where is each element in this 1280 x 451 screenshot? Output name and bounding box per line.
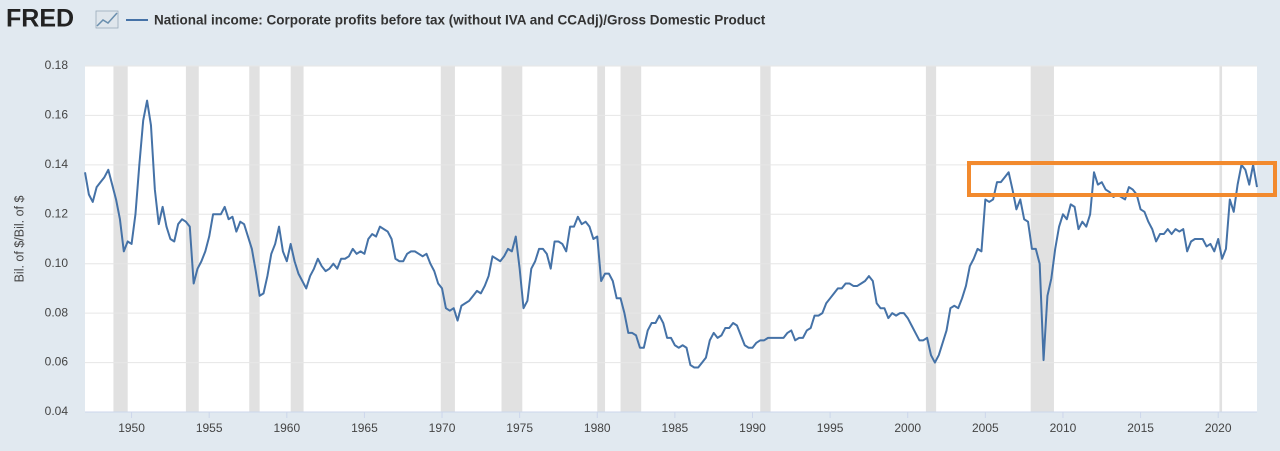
plot-area (85, 66, 1257, 412)
x-tick-label: 2005 (972, 421, 999, 435)
x-tick-label: 1970 (429, 421, 456, 435)
series-line (84, 99, 1258, 369)
y-tick-label: 0.18 (45, 58, 69, 72)
x-tick-label: 2010 (1050, 421, 1077, 435)
recession-band (1030, 66, 1054, 412)
y-tick-label: 0.04 (45, 404, 69, 418)
recession-band (113, 66, 128, 412)
recession-band (1219, 66, 1223, 412)
recession-band (290, 66, 304, 412)
x-tick-label: 1975 (506, 421, 533, 435)
x-tick-label: 1965 (351, 421, 378, 435)
recession-band (440, 66, 455, 412)
y-tick-label: 0.14 (45, 157, 69, 171)
logo: FRED (6, 5, 74, 33)
y-tick-label: 0.16 (45, 108, 69, 122)
recession-band (597, 66, 606, 412)
x-tick-label: 1985 (662, 421, 689, 435)
legend-label: National income: Corporate profits befor… (154, 13, 766, 28)
recession-band (501, 66, 523, 412)
y-axis-label: Bil. of $/Bil. of $ (12, 196, 26, 283)
x-tick-label: 2015 (1127, 421, 1154, 435)
x-tick-label: 2000 (894, 421, 921, 435)
x-tick-label: 1960 (273, 421, 300, 435)
x-tick-label: 1980 (584, 421, 611, 435)
x-tick-label: 1950 (118, 421, 145, 435)
recession-band (620, 66, 642, 412)
highlight-box (967, 161, 1277, 197)
y-tick-label: 0.08 (45, 305, 69, 319)
x-tick-label: 2020 (1205, 421, 1232, 435)
recession-band (185, 66, 199, 412)
y-tick-label: 0.10 (45, 256, 69, 270)
y-tick-label: 0.06 (45, 355, 69, 369)
x-tick-label: 1955 (196, 421, 223, 435)
recession-band (249, 66, 260, 412)
x-tick-label: 1990 (739, 421, 766, 435)
x-tick-label: 1995 (817, 421, 844, 435)
y-tick-label: 0.12 (45, 206, 69, 220)
recession-band (760, 66, 771, 412)
logo-icon (95, 10, 119, 29)
recession-band (925, 66, 937, 412)
